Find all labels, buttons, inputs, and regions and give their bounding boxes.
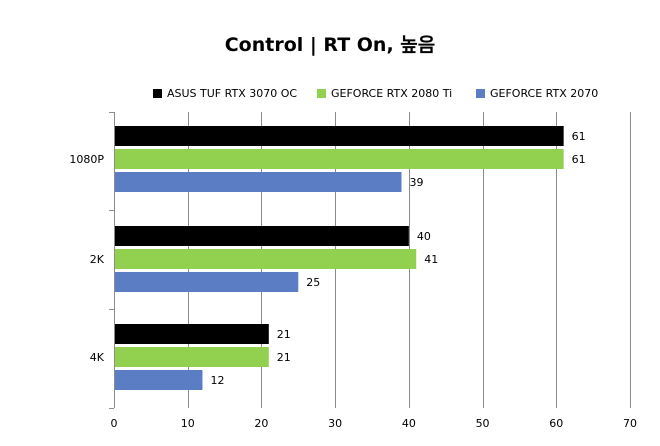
- data-label: 39: [409, 176, 423, 189]
- bar: [114, 347, 269, 367]
- legend-swatch: [317, 89, 326, 98]
- legend-item-geforce-rtx-2080-ti: GEFORCE RTX 2080 Ti: [317, 87, 452, 100]
- x-tick-label: 0: [111, 417, 118, 430]
- bar: [114, 370, 203, 390]
- x-tick-label: 20: [254, 417, 268, 430]
- x-tick-label: 50: [476, 417, 490, 430]
- data-label: 21: [277, 351, 291, 364]
- legend-swatch: [476, 89, 485, 98]
- bar: [114, 249, 417, 269]
- legend-item-geforce-rtx-2070: GEFORCE RTX 2070: [476, 87, 598, 100]
- data-label: 21: [277, 328, 291, 341]
- legend-item-asus-tuf-rtx-3070-oc: ASUS TUF RTX 3070 OC: [153, 87, 297, 100]
- x-tick-label: 60: [549, 417, 563, 430]
- x-tick-label: 30: [328, 417, 342, 430]
- bar: [114, 226, 409, 246]
- category-label: 4K: [90, 351, 105, 364]
- bar: [114, 324, 269, 344]
- x-tick-label: 10: [181, 417, 195, 430]
- category-label: 1080P: [69, 153, 104, 166]
- data-label: 61: [572, 153, 586, 166]
- x-tick-label: 40: [402, 417, 416, 430]
- legend-label: GEFORCE RTX 2070: [490, 87, 599, 100]
- chart-title: Control | RT On, 높음: [224, 34, 436, 56]
- bar: [114, 149, 564, 169]
- bar: [114, 126, 564, 146]
- legend-label: GEFORCE RTX 2080 Ti: [331, 87, 453, 100]
- legend-swatch: [153, 89, 162, 98]
- category-label: 2K: [90, 253, 105, 266]
- bar: [114, 272, 299, 292]
- data-label: 61: [572, 130, 586, 143]
- data-label: 40: [417, 230, 431, 243]
- bar: [114, 172, 402, 192]
- data-label: 25: [306, 276, 320, 289]
- data-label: 41: [424, 253, 438, 266]
- legend-label: ASUS TUF RTX 3070 OC: [167, 87, 298, 100]
- legend: ASUS TUF RTX 3070 OC GEFORCE RTX 2080 Ti…: [0, 87, 660, 103]
- data-label: 12: [210, 374, 224, 387]
- x-tick-label: 70: [623, 417, 637, 430]
